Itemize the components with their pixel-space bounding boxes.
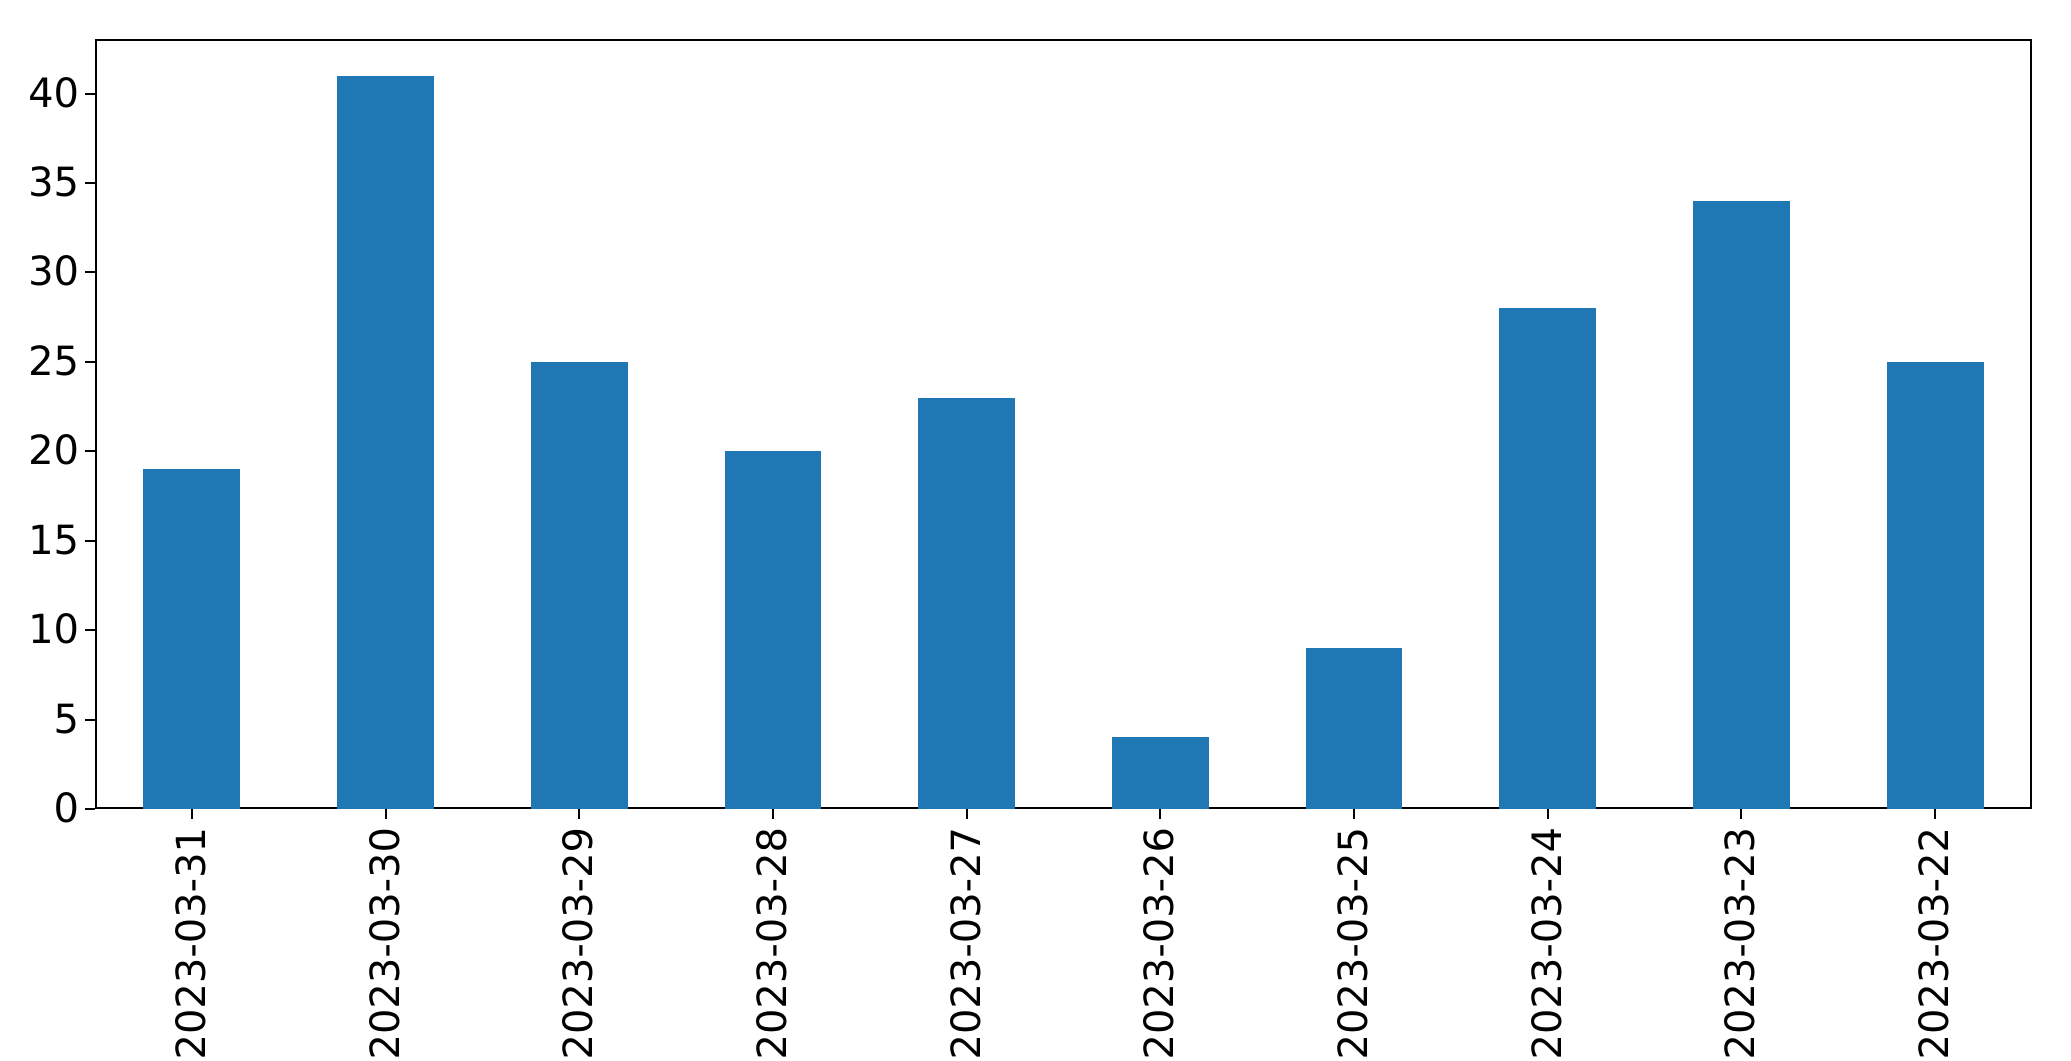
y-tick-mark: [85, 539, 95, 542]
bar-2023-03-24: [1499, 308, 1597, 809]
x-tick-label: 2023-03-31: [168, 827, 215, 1060]
x-tick-label: 2023-03-22: [1912, 827, 1959, 1060]
y-tick-mark: [85, 271, 95, 274]
x-tick-label: 2023-03-30: [362, 827, 409, 1060]
x-tick-mark: [1740, 809, 1743, 819]
x-tick-label: 2023-03-28: [749, 827, 796, 1060]
bar-2023-03-23: [1693, 200, 1790, 809]
y-tick-label: 10: [28, 607, 79, 654]
y-tick-label: 40: [28, 70, 79, 117]
y-tick-mark: [85, 718, 95, 721]
y-tick-mark: [85, 181, 95, 184]
bar-2023-03-26: [1111, 737, 1209, 809]
y-tick-mark: [85, 92, 95, 95]
bar-2023-03-22: [1886, 361, 1984, 809]
x-tick-label: 2023-03-26: [1137, 827, 1184, 1060]
x-tick-mark: [1353, 809, 1356, 819]
bar-2023-03-28: [724, 451, 822, 809]
x-tick-label: 2023-03-23: [1718, 827, 1765, 1060]
y-tick-label: 30: [28, 249, 79, 296]
y-tick-mark: [85, 629, 95, 632]
y-tick-mark: [85, 450, 95, 453]
x-tick-mark: [1159, 809, 1162, 819]
y-tick-label: 25: [28, 338, 79, 385]
bar-2023-03-30: [337, 75, 434, 809]
x-tick-mark: [1546, 809, 1549, 819]
x-tick-mark: [1934, 809, 1937, 819]
x-tick-label: 2023-03-25: [1331, 827, 1378, 1060]
y-tick-label: 35: [28, 159, 79, 206]
x-tick-label: 2023-03-27: [943, 827, 990, 1060]
x-tick-mark: [384, 809, 387, 819]
y-tick-label: 0: [53, 786, 79, 832]
bar-2023-03-27: [918, 397, 1016, 809]
x-tick-mark: [190, 809, 193, 819]
x-tick-mark: [771, 809, 774, 819]
y-tick-mark: [85, 360, 95, 363]
y-tick-mark: [85, 808, 95, 810]
y-tick-label: 5: [53, 696, 79, 743]
x-tick-mark: [578, 809, 581, 819]
x-tick-label: 2023-03-29: [556, 827, 603, 1060]
bar-2023-03-31: [143, 469, 241, 809]
y-tick-label: 15: [28, 517, 79, 564]
x-tick-label: 2023-03-24: [1524, 827, 1571, 1060]
y-tick-label: 20: [28, 428, 79, 475]
bar-2023-03-25: [1305, 648, 1403, 809]
x-tick-mark: [965, 809, 968, 819]
bar-2023-03-29: [530, 361, 628, 809]
